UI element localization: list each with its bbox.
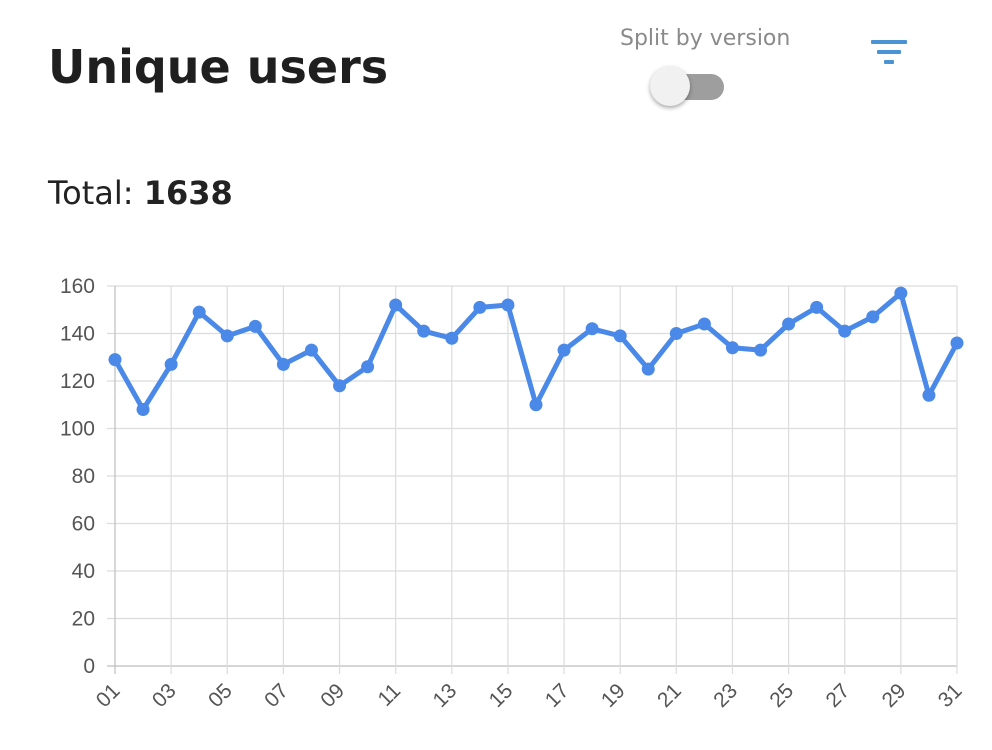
y-tick-label: 0 xyxy=(83,655,95,678)
total-label: Total: xyxy=(48,174,134,212)
x-tick-label: 31 xyxy=(934,679,967,712)
filter-icon[interactable] xyxy=(866,36,912,70)
data-point[interactable] xyxy=(810,300,824,314)
chart-axes: 0 20 40 60 80 100 120 140 160 01 03 05 07 09 11 13 15 17 1… xyxy=(60,275,967,712)
series-line xyxy=(112,290,960,412)
data-point[interactable] xyxy=(473,300,487,314)
data-point[interactable] xyxy=(557,343,571,357)
data-point[interactable] xyxy=(333,379,347,393)
y-tick-label: 120 xyxy=(60,370,95,393)
y-tick-label: 60 xyxy=(72,513,95,536)
page-title: Unique users xyxy=(48,40,389,94)
x-tick-label: 19 xyxy=(597,679,630,712)
x-tick-label: 07 xyxy=(260,679,293,712)
split-by-version-label: Split by version xyxy=(620,26,791,51)
x-tick-label: 13 xyxy=(429,679,462,712)
data-point[interactable] xyxy=(922,388,936,402)
data-point[interactable] xyxy=(529,398,543,412)
data-point[interactable] xyxy=(585,322,599,336)
data-point[interactable] xyxy=(417,324,431,338)
y-tick-label: 20 xyxy=(72,608,95,631)
y-tick-label: 40 xyxy=(72,560,95,583)
x-tick-label: 17 xyxy=(541,679,574,712)
x-tick-label: 29 xyxy=(878,679,911,712)
x-tick-label: 23 xyxy=(709,679,742,712)
data-point[interactable] xyxy=(697,317,711,331)
x-tick-label: 03 xyxy=(148,679,181,712)
data-point[interactable] xyxy=(276,357,290,371)
data-point[interactable] xyxy=(894,286,908,300)
data-point[interactable] xyxy=(669,327,683,340)
total-value: 1638 xyxy=(143,174,233,212)
x-tick-label: 21 xyxy=(653,679,686,712)
data-point[interactable] xyxy=(220,329,234,343)
x-tick-label: 05 xyxy=(204,679,237,712)
data-point[interactable] xyxy=(866,310,880,324)
x-tick-label: 11 xyxy=(374,679,406,711)
data-point[interactable] xyxy=(641,362,655,376)
y-tick-label: 80 xyxy=(72,465,95,488)
x-tick-label: 09 xyxy=(316,679,349,712)
data-point[interactable] xyxy=(950,336,964,350)
data-point[interactable] xyxy=(838,324,852,338)
x-tick-label: 27 xyxy=(821,679,854,712)
y-tick-label: 140 xyxy=(60,323,95,346)
x-tick-label: 01 xyxy=(92,679,125,712)
total-summary: Total: 1638 xyxy=(48,174,233,212)
data-point[interactable] xyxy=(108,353,122,367)
data-point[interactable] xyxy=(782,317,796,331)
data-point[interactable] xyxy=(248,319,262,333)
data-point[interactable] xyxy=(136,403,150,416)
x-tick-label: 15 xyxy=(485,679,518,712)
data-point[interactable] xyxy=(445,331,459,345)
data-point[interactable] xyxy=(389,298,403,312)
data-point[interactable] xyxy=(613,329,627,343)
data-point[interactable] xyxy=(501,298,515,312)
data-point[interactable] xyxy=(304,343,318,357)
data-point[interactable] xyxy=(754,343,768,357)
data-point[interactable] xyxy=(361,360,375,374)
chart-grid xyxy=(107,285,958,674)
split-by-version-toggle[interactable] xyxy=(650,66,726,106)
data-point[interactable] xyxy=(164,357,178,371)
filter-button[interactable] xyxy=(866,36,912,70)
data-point[interactable] xyxy=(725,341,739,355)
chart-series xyxy=(108,286,964,416)
x-tick-label: 25 xyxy=(765,679,798,712)
y-tick-label: 160 xyxy=(60,275,95,298)
y-tick-label: 100 xyxy=(60,418,95,441)
toggle-thumb[interactable] xyxy=(650,66,690,106)
data-point[interactable] xyxy=(192,305,206,319)
